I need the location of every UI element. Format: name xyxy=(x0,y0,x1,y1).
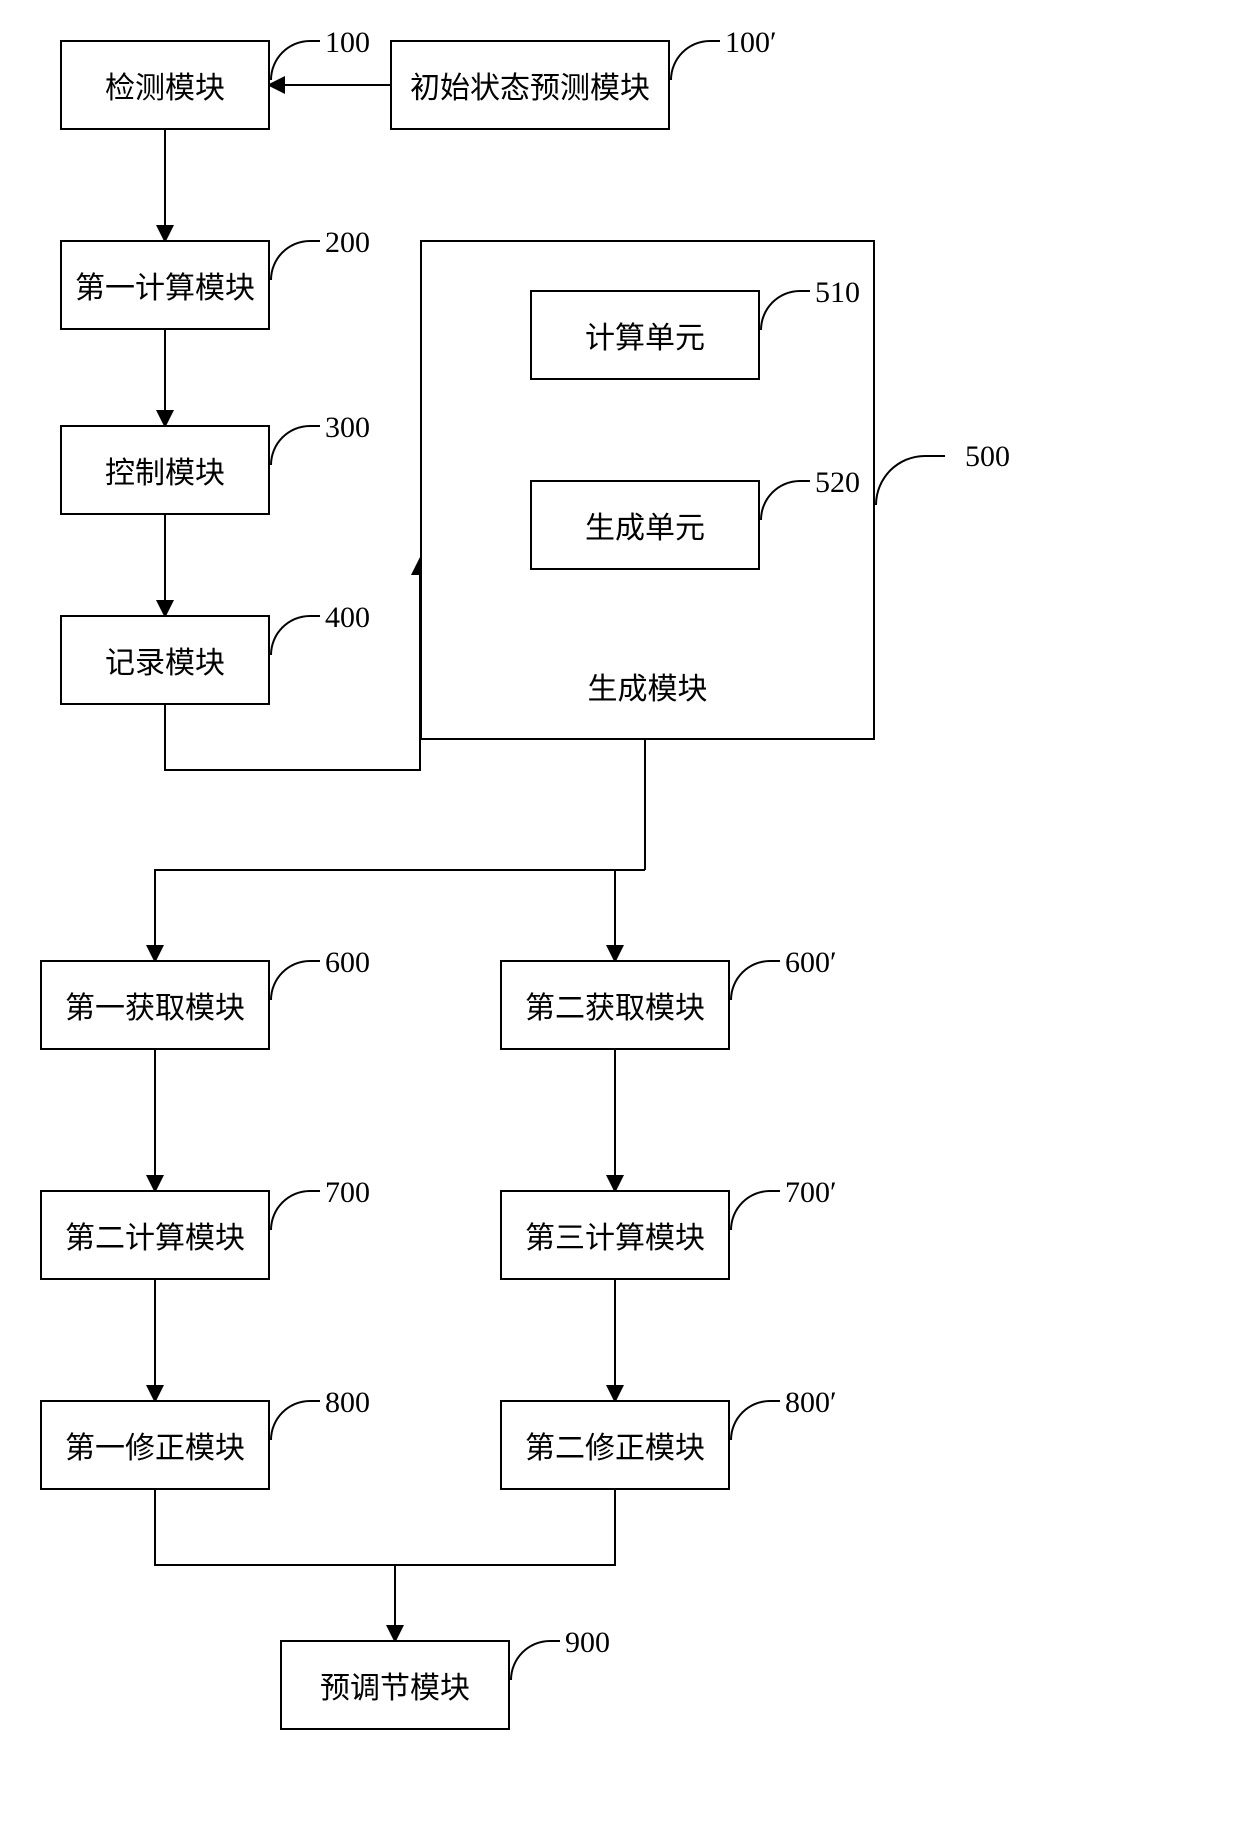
ref-label-400: 400 xyxy=(325,601,370,635)
ref-label-200: 200 xyxy=(325,226,370,260)
node-label: 第二获取模块 xyxy=(525,983,705,1027)
node-first-calc-module: 第一计算模块 xyxy=(60,240,270,330)
ref-hook xyxy=(270,240,320,280)
ref-label-800p: 800′ xyxy=(785,1386,837,1420)
node-label: 控制模块 xyxy=(105,448,225,492)
node-label: 第二计算模块 xyxy=(65,1213,245,1257)
node-generate-unit: 生成单元 xyxy=(530,480,760,570)
node-first-correct-module: 第一修正模块 xyxy=(40,1400,270,1490)
node-label: 第一获取模块 xyxy=(65,983,245,1027)
ref-hook xyxy=(730,1400,780,1440)
ref-hook xyxy=(270,615,320,655)
ref-label-900: 900 xyxy=(565,1626,610,1660)
ref-hook xyxy=(730,1190,780,1230)
node-label: 第一修正模块 xyxy=(65,1423,245,1467)
node-label: 第一计算模块 xyxy=(75,263,255,307)
ref-label-100p: 100′ xyxy=(725,26,777,60)
node-control-module: 控制模块 xyxy=(60,425,270,515)
edge xyxy=(155,1490,395,1640)
node-third-calc-module: 第三计算模块 xyxy=(500,1190,730,1280)
ref-label-600p: 600′ xyxy=(785,946,837,980)
node-label: 计算单元 xyxy=(585,313,705,357)
ref-hook xyxy=(270,1190,320,1230)
ref-label-520: 520 xyxy=(815,466,860,500)
ref-label-700p: 700′ xyxy=(785,1176,837,1210)
ref-label-300: 300 xyxy=(325,411,370,445)
ref-hook xyxy=(730,960,780,1000)
ref-label-600: 600 xyxy=(325,946,370,980)
ref-hook xyxy=(670,40,720,80)
ref-hook xyxy=(270,1400,320,1440)
diagram-canvas: 生成模块 检测模块 初始状态预测模块 第一计算模块 控制模块 记录模块 计算单元… xyxy=(0,0,1240,1826)
node-label: 第二修正模块 xyxy=(525,1423,705,1467)
ref-label-800: 800 xyxy=(325,1386,370,1420)
node-calc-unit: 计算单元 xyxy=(530,290,760,380)
ref-label-100: 100 xyxy=(325,26,370,60)
ref-label-500: 500 xyxy=(965,440,1010,474)
node-first-acquire-module: 第一获取模块 xyxy=(40,960,270,1050)
edge xyxy=(615,870,645,960)
ref-label-510: 510 xyxy=(815,276,860,310)
node-record-module: 记录模块 xyxy=(60,615,270,705)
ref-hook xyxy=(270,425,320,465)
edge xyxy=(155,870,645,960)
node-second-correct-module: 第二修正模块 xyxy=(500,1400,730,1490)
node-second-acquire-module: 第二获取模块 xyxy=(500,960,730,1050)
node-label: 生成单元 xyxy=(585,503,705,547)
ref-hook xyxy=(270,40,320,80)
node-label: 初始状态预测模块 xyxy=(410,63,650,107)
node-preadjust-module: 预调节模块 xyxy=(280,1640,510,1730)
node-detect-module: 检测模块 xyxy=(60,40,270,130)
node-label: 第三计算模块 xyxy=(525,1213,705,1257)
ref-hook xyxy=(270,960,320,1000)
node-label: 记录模块 xyxy=(105,638,225,682)
node-label: 预调节模块 xyxy=(320,1663,470,1707)
ref-hook xyxy=(510,1640,560,1680)
node-generate-module-label: 生成模块 xyxy=(422,664,873,708)
ref-label-700: 700 xyxy=(325,1176,370,1210)
node-initial-state-predict-module: 初始状态预测模块 xyxy=(390,40,670,130)
ref-hook xyxy=(875,455,945,505)
edge xyxy=(395,1490,615,1565)
node-label: 检测模块 xyxy=(105,63,225,107)
node-second-calc-module: 第二计算模块 xyxy=(40,1190,270,1280)
